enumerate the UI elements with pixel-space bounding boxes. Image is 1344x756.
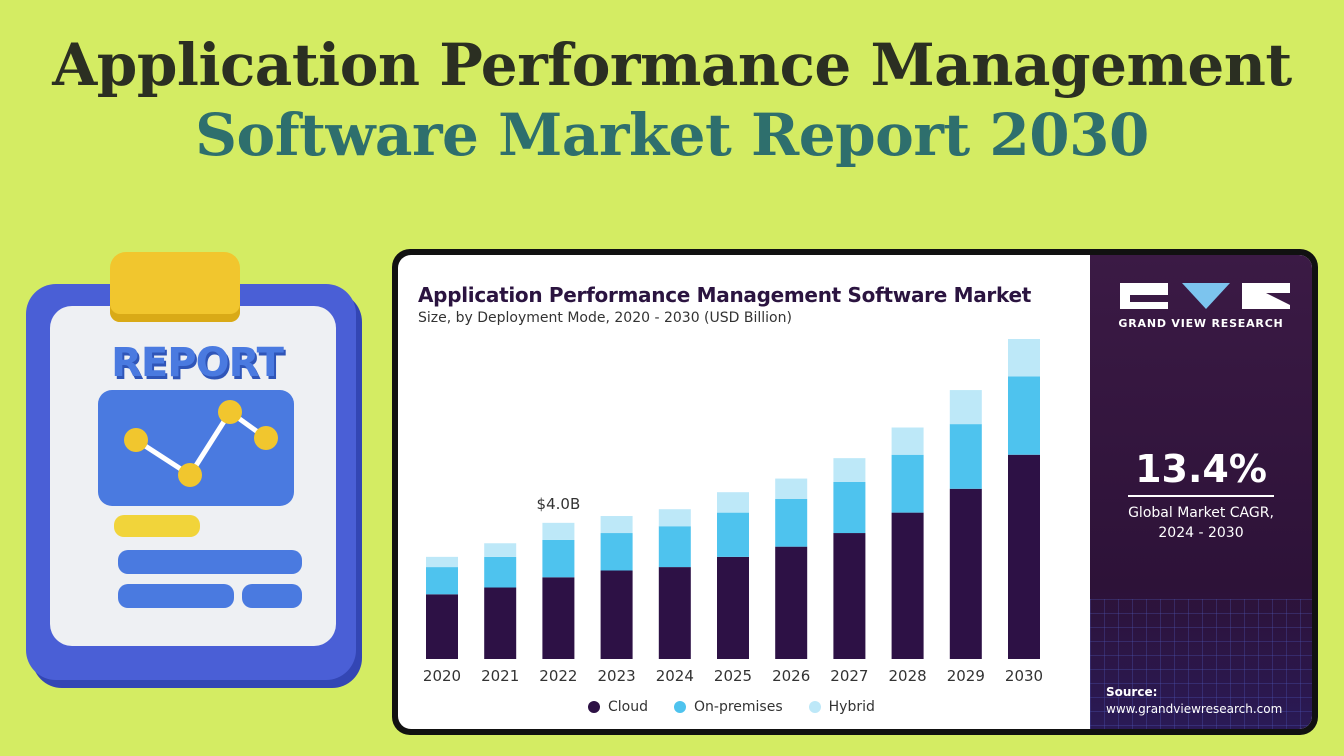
legend-label-cloud: Cloud <box>608 699 648 715</box>
chart-title: Application Performance Management Softw… <box>418 283 1031 307</box>
bar-chart: 2020 2021 2022 $4.0B 2023 2024 2025 2026 2027 202… <box>423 339 1043 685</box>
bar-on-premises-2029 <box>949 424 982 489</box>
x-tick-label-2026: 2026 <box>772 667 810 685</box>
bar-cloud-2029 <box>949 488 982 659</box>
bar-hybrid-2028 <box>891 427 924 455</box>
title-line-2: Software Market Report 2030 <box>195 101 1149 169</box>
bar-on-premises-2024 <box>658 526 691 568</box>
bar-hybrid-2024 <box>658 509 691 527</box>
x-tick-label-2028: 2028 <box>889 667 927 685</box>
bar-hybrid-2021 <box>484 543 517 557</box>
chart-subtitle: Size, by Deployment Mode, 2020 - 2030 (U… <box>418 310 792 326</box>
bar-cloud-2020 <box>426 594 458 659</box>
bar-on-premises-2028 <box>891 454 924 513</box>
page-title: Application Performance Management Softw… <box>0 30 1344 170</box>
clipboard-line-2 <box>118 584 234 608</box>
legend-item-hybrid: Hybrid <box>808 699 875 715</box>
chart-card-inner: Application Performance Management Softw… <box>398 255 1312 729</box>
x-tick-label-2024: 2024 <box>656 667 694 685</box>
bar-hybrid-2020 <box>426 556 458 568</box>
bar-hybrid-2026 <box>775 478 808 499</box>
bar-cloud-2022 <box>542 577 575 659</box>
bar-cloud-2023 <box>600 570 633 659</box>
report-word: REPORT <box>111 340 284 386</box>
bar-cloud-2026 <box>775 546 808 659</box>
x-tick-label-2030: 2030 <box>1005 667 1043 685</box>
source-title: Source: <box>1106 685 1158 699</box>
chart-card: Application Performance Management Softw… <box>392 249 1318 735</box>
bar-cloud-2024 <box>658 567 691 659</box>
source-url[interactable]: www.grandviewresearch.com <box>1106 702 1283 716</box>
cagr-label-line-2: 2024 - 2030 <box>1158 525 1244 541</box>
bar-on-premises-2030 <box>1008 376 1040 455</box>
clipboard-clip <box>110 252 240 322</box>
bar-cloud-2025 <box>717 556 749 659</box>
cagr-label-line-1: Global Market CAGR, <box>1128 505 1274 521</box>
x-tick-label-2023: 2023 <box>598 667 636 685</box>
x-tick-label-2020: 2020 <box>423 667 461 685</box>
legend-item-cloud: Cloud <box>588 699 648 715</box>
x-tick-label-2027: 2027 <box>830 667 868 685</box>
bar-hybrid-2030 <box>1008 339 1040 377</box>
bar-cloud-2028 <box>891 512 924 659</box>
report-clipboard-icon: REPORT <box>22 250 362 680</box>
bar-on-premises-2027 <box>833 481 866 534</box>
mini-chart-icon <box>98 390 294 506</box>
title-line-1: Application Performance Management <box>52 31 1292 99</box>
cagr-divider <box>1128 495 1274 497</box>
chart-legend: Cloud On-premises Hybrid <box>588 699 875 715</box>
brand-panel: GRAND VIEW RESEARCH 13.4% Global Market … <box>1090 255 1312 729</box>
x-tick-label-2021: 2021 <box>481 667 519 685</box>
bar-hybrid-2027 <box>833 458 866 482</box>
legend-swatch-cloud <box>588 701 600 713</box>
bar-hybrid-2022 <box>542 522 575 540</box>
clipboard-line-yellow <box>114 515 200 537</box>
legend-swatch-on-premises <box>674 701 686 713</box>
x-tick-label-2029: 2029 <box>947 667 985 685</box>
legend-label-on-premises: On-premises <box>694 699 783 715</box>
data-label-2022: $4.0B <box>537 495 581 513</box>
legend-swatch-hybrid <box>808 701 821 713</box>
bar-cloud-2027 <box>833 533 866 659</box>
cagr-value: 13.4% <box>1135 447 1267 491</box>
bar-on-premises-2021 <box>484 556 517 588</box>
clipboard-line-3 <box>242 584 302 608</box>
brand-name: GRAND VIEW RESEARCH <box>1118 317 1284 330</box>
bar-hybrid-2029 <box>949 390 982 425</box>
bar-on-premises-2026 <box>775 499 808 547</box>
panel-grid-pattern <box>1090 599 1312 729</box>
cagr-label: Global Market CAGR, 2024 - 2030 <box>1090 503 1312 543</box>
bar-on-premises-2020 <box>426 567 458 595</box>
bar-cloud-2021 <box>484 587 517 659</box>
bar-on-premises-2022 <box>542 539 575 578</box>
legend-label-hybrid: Hybrid <box>828 699 875 715</box>
bar-on-premises-2025 <box>717 512 749 557</box>
x-tick-label-2022: 2022 <box>539 667 577 685</box>
legend-item-on-premises: On-premises <box>674 699 783 715</box>
clipboard-line-1 <box>118 550 302 574</box>
bar-hybrid-2025 <box>717 492 749 513</box>
bar-hybrid-2023 <box>600 516 633 534</box>
bar-cloud-2030 <box>1008 454 1040 659</box>
bar-on-premises-2023 <box>600 533 633 571</box>
x-tick-label-2025: 2025 <box>714 667 752 685</box>
grand-view-research-logo-icon <box>1120 283 1290 309</box>
